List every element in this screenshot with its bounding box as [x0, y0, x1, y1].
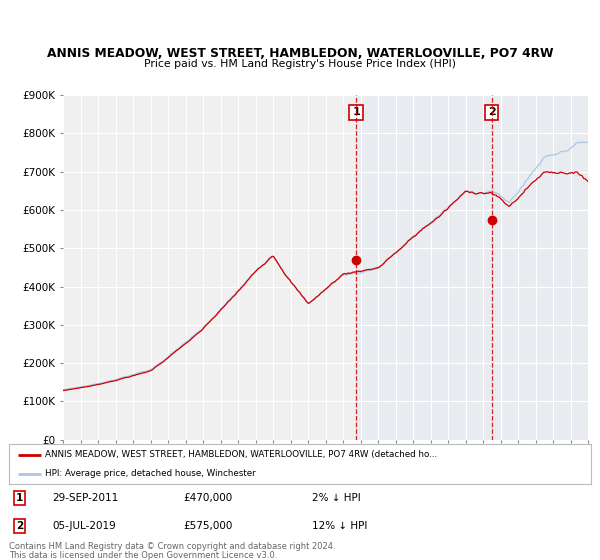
Text: £575,000: £575,000	[184, 521, 233, 531]
Text: ANNIS MEADOW, WEST STREET, HAMBLEDON, WATERLOOVILLE, PO7 4RW: ANNIS MEADOW, WEST STREET, HAMBLEDON, WA…	[47, 48, 553, 60]
Text: HPI: Average price, detached house, Winchester: HPI: Average price, detached house, Winc…	[45, 469, 256, 478]
Text: 2% ↓ HPI: 2% ↓ HPI	[311, 493, 361, 503]
Text: 05-JUL-2019: 05-JUL-2019	[53, 521, 116, 531]
Bar	[356, 95, 588, 440]
Text: Price paid vs. HM Land Registry's House Price Index (HPI): Price paid vs. HM Land Registry's House …	[144, 59, 456, 69]
Text: 1: 1	[352, 108, 360, 118]
Text: 2: 2	[16, 521, 23, 531]
Text: This data is licensed under the Open Government Licence v3.0.: This data is licensed under the Open Gov…	[9, 551, 277, 560]
Text: 2: 2	[488, 108, 496, 118]
Text: 12% ↓ HPI: 12% ↓ HPI	[311, 521, 367, 531]
Text: 29-SEP-2011: 29-SEP-2011	[53, 493, 119, 503]
Text: Contains HM Land Registry data © Crown copyright and database right 2024.: Contains HM Land Registry data © Crown c…	[9, 542, 335, 551]
Text: 1: 1	[16, 493, 23, 503]
Text: ANNIS MEADOW, WEST STREET, HAMBLEDON, WATERLOOVILLE, PO7 4RW (detached ho...: ANNIS MEADOW, WEST STREET, HAMBLEDON, WA…	[45, 450, 437, 459]
Text: £470,000: £470,000	[184, 493, 233, 503]
